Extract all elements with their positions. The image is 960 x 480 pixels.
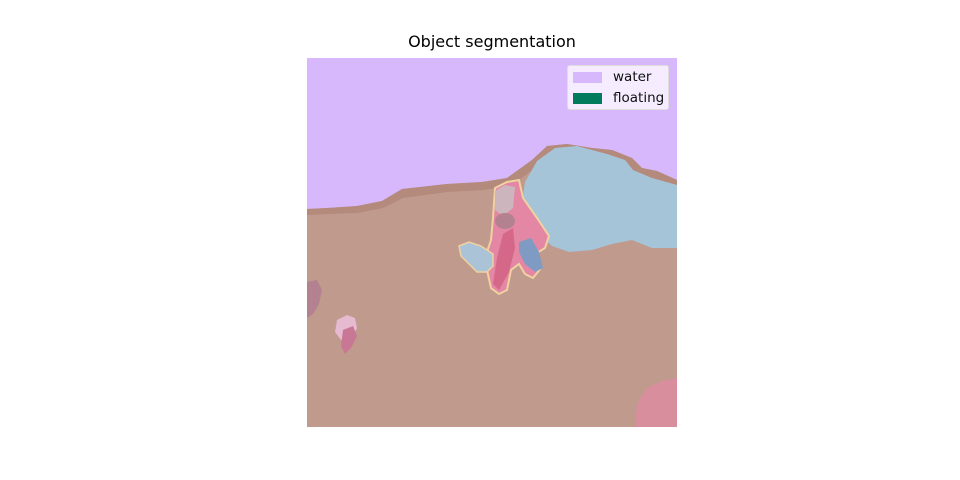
mauve-blob bbox=[495, 213, 515, 229]
water-swatch bbox=[573, 72, 602, 83]
legend-label-floating: floating bbox=[613, 90, 664, 106]
floating-swatch bbox=[573, 93, 602, 104]
legend-label-water: water bbox=[613, 69, 651, 85]
legend: water floating bbox=[567, 65, 669, 110]
figure-title: Object segmentation bbox=[307, 32, 677, 51]
legend-item-floating: floating bbox=[573, 91, 664, 105]
legend-item-water: water bbox=[573, 70, 651, 84]
segmentation-map bbox=[307, 58, 677, 427]
segmentation-image bbox=[307, 58, 677, 427]
